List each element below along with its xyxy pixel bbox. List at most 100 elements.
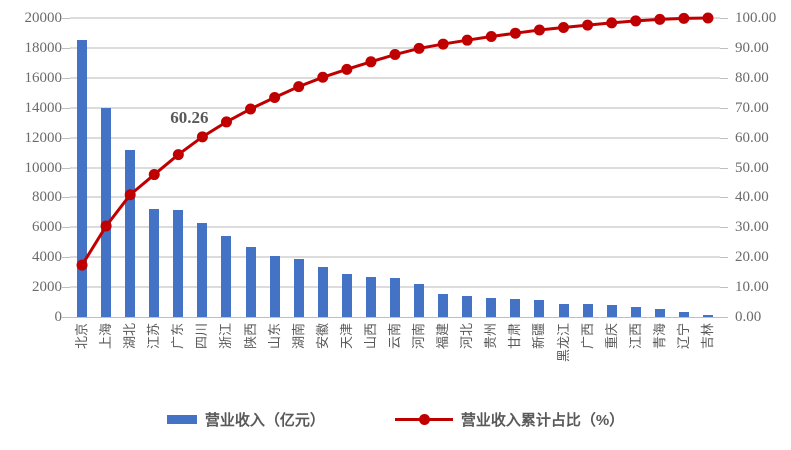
category-label-甘肃: 甘肃	[507, 323, 523, 350]
bar-广西	[582, 304, 593, 317]
bar-江西	[630, 306, 641, 317]
category-label-河北: 河北	[459, 323, 475, 350]
category-label-湖南: 湖南	[290, 323, 306, 350]
line-marker-山西	[365, 56, 377, 68]
bar-福建	[438, 293, 449, 317]
left-axis-tick-label: 14000	[24, 99, 63, 116]
category-label-黑龙江: 黑龙江	[555, 323, 571, 363]
cumulative-annotation: 60.26	[170, 107, 209, 127]
right-axis-tick-label: 80.00	[735, 69, 769, 86]
right-axis-tick-label: 10.00	[735, 279, 769, 296]
left-axis-tick-label: 6000	[32, 219, 62, 236]
gridline	[70, 17, 720, 19]
line-marker-陕西	[245, 103, 257, 115]
category-label-辽宁: 辽宁	[675, 323, 691, 350]
right-axis-tick-label: 40.00	[735, 189, 769, 206]
gridline	[70, 256, 720, 259]
line-marker-湖南	[293, 81, 305, 93]
bar-四川	[197, 222, 208, 317]
bar-天津	[341, 274, 352, 317]
legend-label-cumulative: 营业收入累计占比（%）	[460, 411, 625, 429]
gridline	[70, 226, 720, 229]
gridline	[70, 166, 720, 169]
right-axis-tick-label: 60.00	[735, 129, 769, 146]
left-tick	[62, 317, 70, 318]
bar-辽宁	[678, 311, 689, 317]
line-marker-江苏	[148, 169, 160, 181]
bar-swatch-icon	[166, 414, 197, 424]
legend-label-revenue: 营业收入（亿元）	[204, 411, 325, 429]
category-label-重庆: 重庆	[603, 323, 619, 350]
left-tick	[62, 137, 70, 139]
left-axis-tick-label: 0	[54, 309, 63, 325]
bar-吉林	[702, 314, 713, 317]
category-label-四川: 四川	[194, 323, 210, 350]
category-label-福建: 福建	[435, 323, 451, 350]
line-marker-云南	[389, 49, 401, 61]
bar-河北	[462, 296, 473, 317]
line-marker-山东	[269, 92, 281, 104]
left-tick	[62, 197, 70, 199]
left-tick	[62, 107, 70, 109]
right-axis-tick-label: 20.00	[735, 249, 769, 266]
bar-广东	[173, 210, 184, 317]
right-tick	[720, 77, 728, 79]
category-label-河南: 河南	[411, 323, 427, 350]
line-marker-贵州	[485, 31, 497, 43]
line-swatch-icon	[394, 413, 453, 425]
left-axis-tick-label: 20000	[24, 10, 63, 26]
category-label-北京: 北京	[74, 323, 90, 350]
bar-湖南	[293, 258, 304, 317]
category-label-山东: 山东	[266, 323, 282, 350]
category-label-湖北: 湖北	[122, 323, 138, 350]
line-marker-重庆	[606, 17, 618, 29]
left-tick	[62, 77, 70, 79]
line-marker-浙江	[220, 116, 232, 128]
line-marker-广东	[172, 149, 184, 161]
gridline	[70, 76, 720, 79]
line-marker-广西	[582, 19, 594, 31]
bar-浙江	[221, 236, 232, 317]
bar-青海	[654, 308, 665, 317]
left-tick	[62, 18, 70, 19]
line-marker-青海	[654, 13, 666, 25]
right-axis-tick-label: 90.00	[735, 39, 769, 56]
category-label-青海: 青海	[651, 323, 667, 350]
legend-item-revenue: 营业收入（亿元）	[166, 409, 325, 430]
left-tick	[62, 287, 70, 289]
right-tick	[720, 47, 728, 49]
category-label-广西: 广西	[579, 323, 595, 350]
right-axis-tick-label: 100.00	[735, 10, 777, 26]
right-tick	[720, 107, 728, 109]
bar-云南	[390, 278, 400, 317]
left-tick	[62, 167, 70, 169]
category-label-陕西: 陕西	[242, 323, 258, 350]
right-tick	[720, 227, 728, 229]
left-tick	[62, 227, 70, 229]
bar-山西	[365, 276, 376, 317]
right-axis-tick-label: 70.00	[735, 99, 769, 116]
right-tick	[720, 287, 728, 289]
category-label-新疆: 新疆	[531, 323, 547, 350]
category-label-云南: 云南	[387, 323, 402, 350]
left-tick	[62, 47, 70, 49]
line-marker-黑龙江	[558, 21, 570, 33]
category-label-天津: 天津	[338, 323, 354, 350]
line-marker-天津	[341, 63, 353, 75]
left-tick	[62, 257, 70, 259]
line-marker-新疆	[533, 24, 545, 36]
right-tick	[720, 257, 728, 259]
bar-甘肃	[510, 299, 521, 317]
right-tick	[720, 167, 728, 169]
gridline	[70, 136, 720, 139]
bar-上海	[101, 107, 112, 317]
left-axis-tick-label: 4000	[32, 249, 62, 266]
bar-河南	[414, 284, 425, 317]
x-axis-line	[70, 317, 720, 318]
bar-安徽	[317, 266, 328, 317]
left-axis-tick-label: 12000	[24, 129, 63, 146]
legend-item-cumulative: 营业收入累计占比（%）	[394, 409, 625, 430]
category-label-吉林: 吉林	[699, 323, 715, 350]
